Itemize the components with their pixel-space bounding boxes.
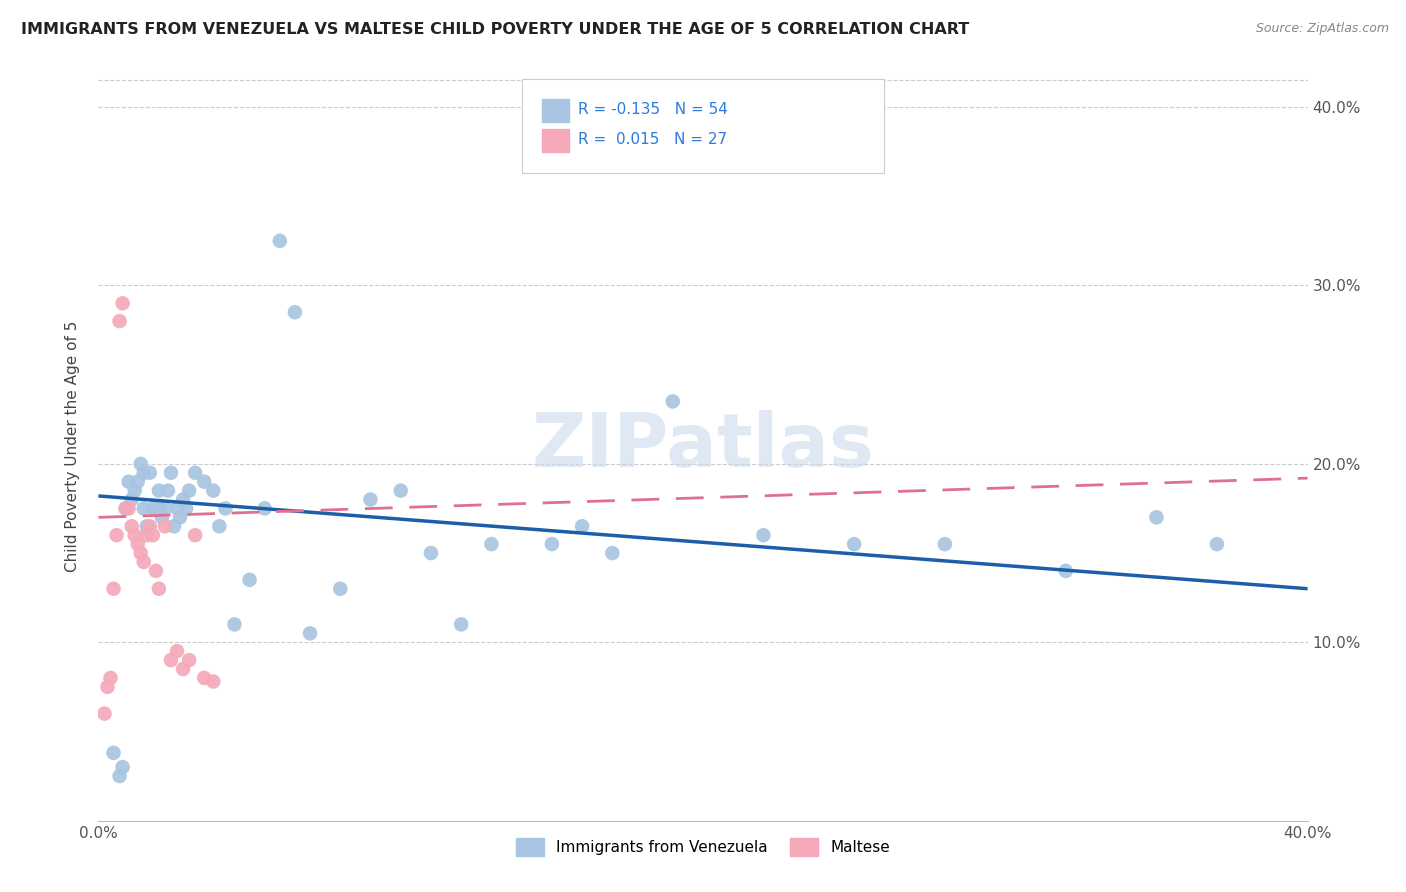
Text: Source: ZipAtlas.com: Source: ZipAtlas.com bbox=[1256, 22, 1389, 36]
Point bbox=[269, 234, 291, 248]
Point bbox=[132, 555, 155, 569]
Point bbox=[156, 483, 179, 498]
Point bbox=[105, 528, 128, 542]
Point bbox=[1144, 510, 1167, 524]
Point bbox=[142, 528, 165, 542]
Point bbox=[174, 501, 197, 516]
Point bbox=[135, 528, 157, 542]
Point bbox=[135, 519, 157, 533]
Point bbox=[752, 528, 775, 542]
Point bbox=[148, 582, 170, 596]
Point bbox=[129, 546, 152, 560]
Point bbox=[450, 617, 472, 632]
Point bbox=[145, 501, 167, 516]
Point bbox=[153, 519, 176, 533]
Point bbox=[172, 662, 194, 676]
Point bbox=[202, 483, 225, 498]
Point bbox=[184, 528, 207, 542]
Point bbox=[132, 466, 155, 480]
Point bbox=[160, 653, 183, 667]
Point bbox=[118, 501, 141, 516]
Point bbox=[602, 546, 624, 560]
Point bbox=[844, 537, 866, 551]
FancyBboxPatch shape bbox=[522, 78, 884, 172]
Bar bbox=[543, 99, 569, 121]
Point bbox=[132, 501, 155, 516]
Point bbox=[166, 501, 188, 516]
Point bbox=[121, 519, 143, 533]
Point bbox=[193, 671, 215, 685]
Point bbox=[145, 564, 167, 578]
Point bbox=[148, 483, 170, 498]
Point bbox=[179, 653, 201, 667]
Bar bbox=[543, 129, 569, 152]
Point bbox=[111, 296, 134, 310]
Point bbox=[160, 466, 183, 480]
Point bbox=[114, 501, 136, 516]
Point bbox=[329, 582, 352, 596]
Point bbox=[202, 674, 225, 689]
Point bbox=[571, 519, 593, 533]
Point bbox=[661, 394, 683, 409]
Point bbox=[139, 519, 162, 533]
Point bbox=[420, 546, 443, 560]
Point bbox=[150, 510, 173, 524]
Text: ZIPatlas: ZIPatlas bbox=[531, 409, 875, 483]
Point bbox=[169, 510, 191, 524]
Point bbox=[148, 501, 170, 516]
Point bbox=[389, 483, 412, 498]
Point bbox=[108, 769, 131, 783]
Point bbox=[360, 492, 382, 507]
Point bbox=[208, 519, 231, 533]
Point bbox=[153, 501, 176, 516]
Point bbox=[93, 706, 115, 721]
Point bbox=[127, 475, 149, 489]
Y-axis label: Child Poverty Under the Age of 5: Child Poverty Under the Age of 5 bbox=[65, 320, 80, 572]
Point bbox=[166, 644, 188, 658]
Point bbox=[239, 573, 262, 587]
Point bbox=[114, 501, 136, 516]
Point bbox=[103, 746, 125, 760]
Point bbox=[139, 466, 162, 480]
Point bbox=[121, 492, 143, 507]
Point bbox=[118, 475, 141, 489]
Point bbox=[934, 537, 956, 551]
Point bbox=[224, 617, 246, 632]
Point bbox=[96, 680, 118, 694]
Point bbox=[193, 475, 215, 489]
Point bbox=[299, 626, 322, 640]
Point bbox=[540, 537, 562, 551]
Point bbox=[111, 760, 134, 774]
Point bbox=[214, 501, 236, 516]
Point bbox=[179, 483, 201, 498]
Point bbox=[124, 483, 146, 498]
Point bbox=[100, 671, 122, 685]
Text: R =  0.015   N = 27: R = 0.015 N = 27 bbox=[578, 132, 727, 147]
Point bbox=[108, 314, 131, 328]
Point bbox=[284, 305, 307, 319]
Point bbox=[172, 492, 194, 507]
Point bbox=[253, 501, 276, 516]
Point bbox=[481, 537, 503, 551]
Point bbox=[184, 466, 207, 480]
Text: R = -0.135   N = 54: R = -0.135 N = 54 bbox=[578, 102, 728, 117]
Point bbox=[103, 582, 125, 596]
Point bbox=[1206, 537, 1229, 551]
Point bbox=[163, 519, 186, 533]
Point bbox=[142, 501, 165, 516]
Point bbox=[129, 457, 152, 471]
Text: IMMIGRANTS FROM VENEZUELA VS MALTESE CHILD POVERTY UNDER THE AGE OF 5 CORRELATIO: IMMIGRANTS FROM VENEZUELA VS MALTESE CHI… bbox=[21, 22, 969, 37]
Point bbox=[124, 528, 146, 542]
Legend: Immigrants from Venezuela, Maltese: Immigrants from Venezuela, Maltese bbox=[510, 832, 896, 862]
Point bbox=[127, 537, 149, 551]
Point bbox=[1054, 564, 1077, 578]
